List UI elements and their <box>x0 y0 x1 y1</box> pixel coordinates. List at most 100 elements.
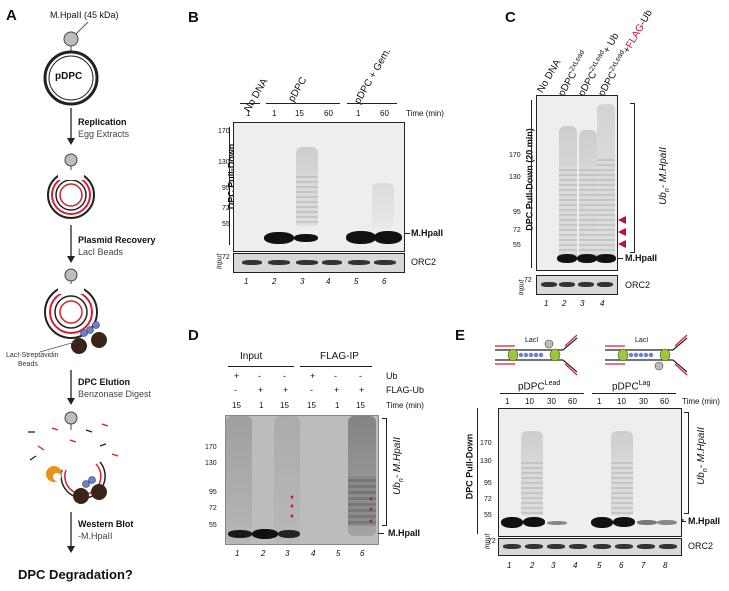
lane-d-3: 3 <box>285 549 290 558</box>
input-band-b: ORC2 <box>411 257 437 267</box>
lane-e-3: 3 <box>551 561 556 570</box>
mw-c-95: 95 <box>513 209 521 216</box>
row-flag-label: FLAG-Ub <box>386 385 425 395</box>
input-label-b: Input <box>216 253 224 270</box>
red-arrow-c-1 <box>618 216 626 224</box>
ub-label-d: Ubn- M.HpaII <box>392 437 405 495</box>
time-d-5: 1 <box>335 401 340 410</box>
lane-b-2: 2 <box>272 277 277 286</box>
input-mw-c: 72 <box>524 277 532 284</box>
time-e-3: 30 <box>547 397 556 406</box>
star-mark-e: * <box>681 517 685 527</box>
band-e-lane6 <box>613 517 635 527</box>
workflow-diagram <box>28 21 119 553</box>
lane-e-6: 6 <box>619 561 624 570</box>
input-band-e: ORC2 <box>688 541 714 551</box>
ub-label-e: Ubn- M.HpaII <box>696 427 709 485</box>
flag-d-2: + <box>258 385 264 395</box>
time-e-2: 10 <box>525 397 534 406</box>
band-d-lane1 <box>228 530 252 538</box>
red-mark-d-6 <box>369 519 372 523</box>
flag-d-1: - <box>234 385 237 395</box>
band-e-lane2 <box>523 517 545 527</box>
lane-e-5: 5 <box>597 561 602 570</box>
flag-d-6: + <box>359 385 365 395</box>
ub-d-6: - <box>359 371 362 381</box>
red-arrow-c-2 <box>618 228 626 236</box>
mw-c-55: 55 <box>513 242 521 249</box>
mw-d-170: 170 <box>205 444 217 451</box>
time-d-6: 15 <box>356 401 365 410</box>
lane-d-5: 5 <box>336 549 341 558</box>
mw-b-72: 72 <box>222 205 230 212</box>
group-ip-d: FLAG-IP <box>320 351 359 362</box>
band-b-lane3 <box>294 234 318 242</box>
flag-d-3: + <box>283 385 289 395</box>
mw-d-130: 130 <box>205 460 217 467</box>
mw-b-130: 130 <box>218 159 230 166</box>
time-e-4: 60 <box>568 397 577 406</box>
side-label-c: DPC Pull-Down (20 min) <box>524 128 535 231</box>
band-e-lane1 <box>501 517 523 528</box>
mw-e-72: 72 <box>484 496 492 503</box>
band-label-e: M.HpaII <box>688 516 721 526</box>
time-e-8: 60 <box>660 397 669 406</box>
mw-d-95: 95 <box>209 489 217 496</box>
time-d-1: 15 <box>232 401 241 410</box>
time-e-1: 1 <box>505 397 510 406</box>
mw-b-170: 170 <box>218 128 230 135</box>
band-c-lane2 <box>557 254 577 263</box>
band-c-lane3 <box>577 254 597 263</box>
input-mw-e: 72 <box>488 538 496 545</box>
time-b-6: 60 <box>380 109 389 118</box>
time-e-6: 10 <box>617 397 626 406</box>
lane-c-1: 1 <box>544 299 549 308</box>
group-lag-e: pDPCLag <box>612 380 651 393</box>
band-d-lane3 <box>278 530 300 538</box>
lane-e-4: 4 <box>573 561 578 570</box>
band-b-lane2 <box>264 232 294 244</box>
ub-d-3: - <box>283 371 286 381</box>
mw-e-130: 130 <box>480 458 492 465</box>
input-band-c: ORC2 <box>625 280 651 290</box>
mw-c-170: 170 <box>509 152 521 159</box>
mw-d-55: 55 <box>209 522 217 529</box>
time-d-3: 15 <box>280 401 289 410</box>
m-hpaii-protein <box>63 31 79 47</box>
blot-b-main <box>233 122 405 252</box>
group-pdpc-gem: pDPC + Gem. <box>352 46 394 106</box>
lacI-label-lead: LacI <box>525 337 539 344</box>
panel-letter-d: D <box>188 327 199 344</box>
time-b-4: 60 <box>324 109 333 118</box>
group-pdpc: pDPC <box>286 75 310 104</box>
red-mark-d-5 <box>369 507 372 511</box>
time-label-e: Time (min) <box>682 397 720 406</box>
lane-e-1: 1 <box>507 561 512 570</box>
ub-d-4: + <box>310 371 316 381</box>
band-c-lane4 <box>596 254 616 263</box>
side-label-e: DPC Pull-Down <box>464 433 475 500</box>
step-1-sub: Egg Extracts <box>78 129 130 139</box>
lane-c-4: 4 <box>600 299 605 308</box>
step-1-title: Replication <box>78 117 127 127</box>
lane-c-2: 2 <box>562 299 567 308</box>
bead-label-line1: LacI-Streptavidin <box>6 352 59 359</box>
time-b-2: 1 <box>272 109 277 118</box>
red-mark-d-3 <box>290 514 293 518</box>
step-4-title: Western Blot <box>78 519 134 529</box>
ub-label-c: Ubn- M.HpaII <box>658 147 671 205</box>
time-label-b: Time (min) <box>406 109 444 118</box>
step-3-sub: Benzonase Digest <box>78 389 152 399</box>
step-3-title: DPC Elution <box>78 377 130 387</box>
time-b-1: 1 <box>246 109 251 118</box>
plasmid-label: pDPC <box>55 71 83 82</box>
protein-label: M.HpaII (45 kDa) <box>50 10 119 20</box>
mw-b-95: 95 <box>222 185 230 192</box>
band-e-lane3 <box>547 521 567 525</box>
blot-d-main <box>225 415 379 545</box>
ub-d-5: - <box>334 371 337 381</box>
red-arrow-c-3 <box>618 240 626 248</box>
panel-letter-e: E <box>455 327 466 344</box>
panel-letter-a: A <box>6 7 17 24</box>
mw-c-130: 130 <box>509 174 521 181</box>
